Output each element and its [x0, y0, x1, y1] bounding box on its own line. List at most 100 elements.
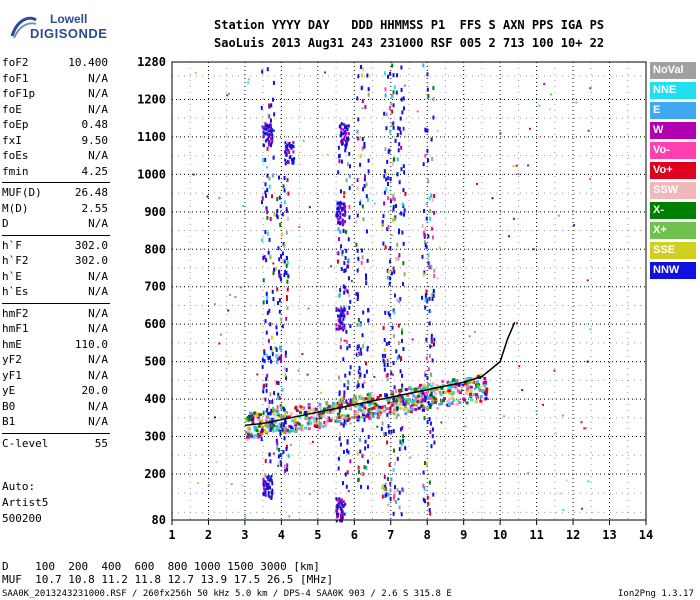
echo-pixel [403, 208, 406, 213]
echo-pixel [479, 373, 483, 377]
echo-pixel [348, 343, 351, 348]
echo-pixel [343, 191, 346, 196]
echo-pixel [348, 293, 351, 298]
echo-pixel [280, 462, 283, 467]
echo-pixel [337, 456, 340, 461]
echo-pixel [338, 375, 341, 380]
echo-pixel [270, 479, 273, 483]
legend-item: X+ [650, 222, 696, 239]
echo-pixel [360, 403, 364, 407]
echo-pixel [267, 492, 270, 497]
echo-pixel [460, 389, 463, 392]
echo-pixel [337, 502, 340, 506]
echo-pixel [329, 419, 333, 423]
echo-pixel [475, 394, 479, 398]
echo-pixel [384, 245, 387, 250]
echo-pixel [245, 418, 249, 422]
echo-pixel [406, 398, 410, 402]
param-value: N/A [88, 353, 108, 366]
echo-pixel [427, 253, 430, 258]
echo-pixel [335, 519, 338, 523]
echo-pixel [251, 421, 255, 425]
echo-pixel [289, 443, 292, 446]
echo-pixel [272, 80, 275, 85]
echo-pixel [366, 459, 369, 464]
echo-pixel [320, 414, 324, 418]
echo-pixel [287, 415, 291, 419]
echo-pixel [267, 356, 270, 361]
echo-pixel [290, 144, 293, 148]
footer-version: Ion2Png 1.3.17 [618, 589, 694, 599]
echo-pixel [447, 391, 451, 395]
echo-pixel [435, 383, 439, 387]
echo-pixel [275, 325, 278, 330]
echo-pixel [464, 425, 467, 428]
echo-pixel [267, 133, 270, 137]
echo-pixel [474, 400, 478, 404]
legend-item: NNE [650, 82, 696, 99]
echo-pixel [345, 399, 348, 404]
echo-pixel [391, 410, 395, 414]
echo-pixel [428, 416, 431, 421]
param-name: M(D) [2, 201, 29, 215]
echo-pixel [383, 190, 386, 195]
echo-pixel [344, 139, 347, 143]
echo-pixel [387, 311, 390, 316]
echo-pixel [589, 87, 592, 90]
echo-pixel [429, 511, 432, 516]
y-axis-ticks: 8020030040050060070080090010001100120012… [137, 55, 166, 527]
param-name: yE [2, 384, 16, 397]
echo-pixel [343, 512, 346, 516]
echo-pixel [268, 140, 271, 144]
echo-pixel [347, 132, 350, 136]
echo-pixel [334, 405, 338, 409]
echo-pixel [393, 406, 397, 410]
echo-pixel [440, 402, 444, 406]
echo-pixel [475, 380, 479, 384]
echo-pixel [339, 216, 342, 220]
echo-pixel [351, 184, 354, 187]
echo-pixel [392, 511, 395, 516]
echo-pixel [387, 398, 391, 402]
echo-pixel [386, 159, 389, 164]
echo-pixel [436, 407, 439, 410]
echo-pixel [423, 233, 426, 238]
echo-pixel [282, 429, 286, 433]
echo-pixel [422, 391, 426, 395]
echo-pixel [351, 415, 355, 419]
footer-muf-row: MUF 10.7 10.8 11.2 11.8 12.7 13.9 17.5 2… [2, 573, 334, 586]
echo-pixel [248, 414, 252, 418]
echo-pixel [432, 395, 436, 399]
echo-pixel [431, 434, 434, 439]
echo-pixel [351, 398, 355, 402]
echo-pixel [427, 261, 430, 266]
echo-pixel [335, 416, 339, 420]
echo-pixel [397, 148, 400, 153]
echo-pixel [392, 125, 395, 130]
echo-pixel [285, 161, 288, 165]
echo-pixel [343, 290, 346, 295]
echo-pixel [386, 362, 389, 367]
param-row: fmin 4.25 [2, 165, 110, 181]
echo-pixel [341, 321, 344, 325]
echo-pixel [213, 416, 216, 419]
echo-pixel [417, 406, 421, 410]
echo-pixel [484, 380, 488, 384]
echo-pixel [491, 197, 494, 200]
echo-pixel [381, 421, 384, 426]
echo-pixel [264, 139, 267, 143]
echo-pixel [448, 389, 452, 393]
echo-pixel [382, 484, 385, 489]
echo-pixel [561, 414, 564, 417]
echo-pixel [401, 425, 404, 430]
echo-pixel [339, 506, 342, 510]
echo-pixel [426, 407, 430, 411]
echo-pixel [402, 96, 405, 101]
echo-pixel [346, 289, 349, 294]
echo-pixel [386, 393, 389, 398]
echo-pixel [267, 416, 270, 419]
echo-pixel [348, 151, 351, 156]
echo-pixel [382, 241, 385, 246]
echo-pixel [284, 151, 287, 155]
echo-pixel [389, 199, 392, 204]
